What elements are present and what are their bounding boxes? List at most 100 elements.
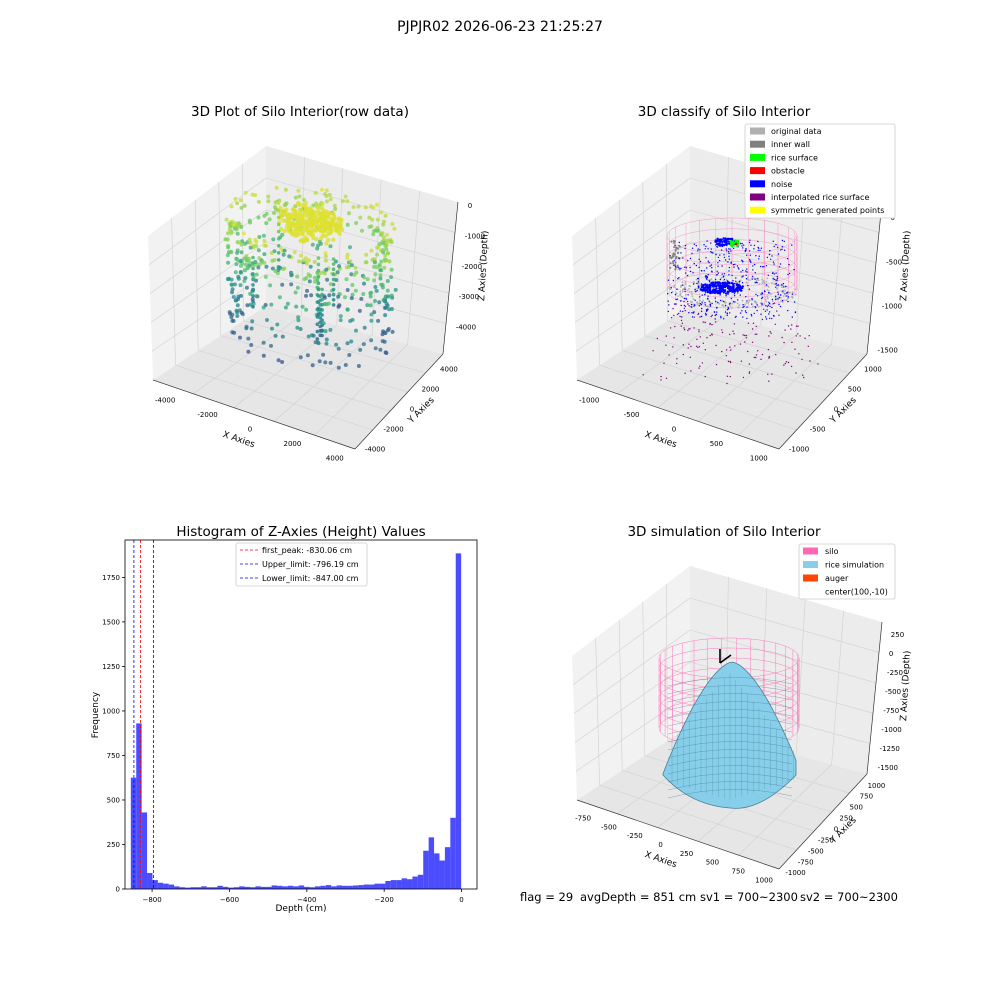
noise-cluster-point [713, 290, 716, 293]
inner-wall-point [673, 240, 676, 243]
raw-data-point [295, 274, 300, 279]
noise-point [704, 293, 706, 296]
noise-point [739, 294, 741, 296]
raw-data-point [248, 245, 253, 250]
original-data-point [755, 279, 758, 282]
histogram-bar [325, 885, 332, 889]
raw-data-point [251, 266, 255, 271]
classify-plot-axes: -1000-50005001000-1000-500050010000-500-… [572, 146, 902, 462]
original-data-point [771, 282, 773, 285]
raw-data-point [297, 222, 302, 227]
raw-data-point [233, 270, 238, 275]
raw-data-point [244, 285, 249, 290]
raw-data-point [315, 225, 321, 230]
interpolated-point [721, 331, 724, 334]
simulation-plot-y-tick-label: 0 [834, 826, 838, 834]
raw-data-point [239, 310, 244, 315]
interpolated-point [711, 314, 713, 316]
raw-data-point [310, 363, 315, 368]
raw-data-point [313, 222, 318, 227]
raw-data-point [232, 222, 237, 227]
interpolated-point [681, 322, 684, 324]
raw-data-point [226, 245, 231, 250]
noise-point [707, 248, 709, 250]
interpolated-point [729, 361, 732, 364]
interpolated-point [787, 325, 790, 327]
raw-data-point [229, 250, 234, 255]
rice-surface-point [732, 244, 735, 247]
raw-data-point [262, 213, 267, 218]
noise-cluster-point [699, 288, 703, 291]
noise-point [748, 259, 751, 261]
raw-data-point [315, 322, 320, 327]
raw-data-point [375, 228, 379, 233]
noise-point [685, 297, 687, 300]
raw-plot-back-gridline [265, 177, 456, 233]
raw-data-point [390, 329, 395, 334]
noise-point [727, 261, 729, 263]
raw-data-point [244, 262, 249, 267]
interpolated-point [775, 354, 777, 356]
raw-data-point [331, 287, 336, 292]
raw-data-point [320, 318, 324, 322]
noise-point [783, 240, 785, 243]
raw-data-point [295, 325, 300, 330]
noise-point [752, 269, 754, 271]
original-data-point [680, 295, 683, 298]
histogram-bar [130, 777, 137, 889]
interpolated-point [744, 341, 746, 343]
noise-point [727, 307, 730, 309]
interpolated-point [698, 331, 700, 333]
raw-data-point [336, 294, 341, 299]
interpolated-point [673, 337, 675, 339]
noise-point [760, 247, 763, 249]
noise-cluster-point [734, 288, 737, 292]
rice-surface-point [736, 244, 739, 247]
noise-point [684, 288, 686, 290]
classify-legend-label: noise [771, 180, 792, 189]
noise-point [754, 278, 756, 280]
noise-point [750, 244, 752, 246]
noise-point [761, 297, 763, 300]
noise-point [761, 302, 763, 305]
noise-point [785, 285, 787, 288]
raw-data-point [262, 260, 267, 265]
noise-point [733, 293, 736, 295]
raw-data-point [316, 275, 321, 279]
raw-data-point [294, 233, 299, 238]
noise-point [748, 250, 751, 252]
noise-point [704, 302, 706, 304]
raw-data-point [324, 337, 329, 342]
interpolated-point [684, 372, 686, 374]
interpolated-point [773, 302, 776, 304]
classify-plot-floor-pane [577, 306, 867, 449]
raw-data-point [384, 247, 389, 252]
raw-data-point [335, 221, 340, 226]
inner-wall-point [674, 261, 677, 264]
original-data-point [698, 299, 701, 302]
histogram-x-tick-label: −800 [142, 896, 161, 904]
noise-point [723, 256, 726, 259]
simulation-legend-box [798, 543, 896, 600]
raw-data-point [325, 199, 329, 204]
noise-point [766, 256, 769, 259]
interpolated-point [698, 346, 701, 348]
raw-data-point [280, 334, 285, 339]
raw-data-point [383, 350, 388, 355]
interpolated-point [785, 361, 788, 363]
noise-cluster-point [711, 281, 714, 284]
noise-point [745, 274, 747, 276]
classify-legend-label: inner wall [771, 140, 810, 149]
interpolated-point [748, 363, 751, 365]
noise-point [777, 291, 779, 293]
raw-data-point [248, 240, 253, 245]
raw-data-point [389, 267, 394, 272]
raw-data-point [244, 256, 249, 261]
raw-plot-back-gridline [371, 179, 382, 335]
raw-data-point [314, 201, 319, 206]
rice-surface-point [736, 239, 739, 242]
noise-point [783, 286, 785, 288]
raw-data-point [320, 333, 324, 338]
noise-point [667, 310, 669, 313]
interpolated-point [690, 345, 692, 348]
